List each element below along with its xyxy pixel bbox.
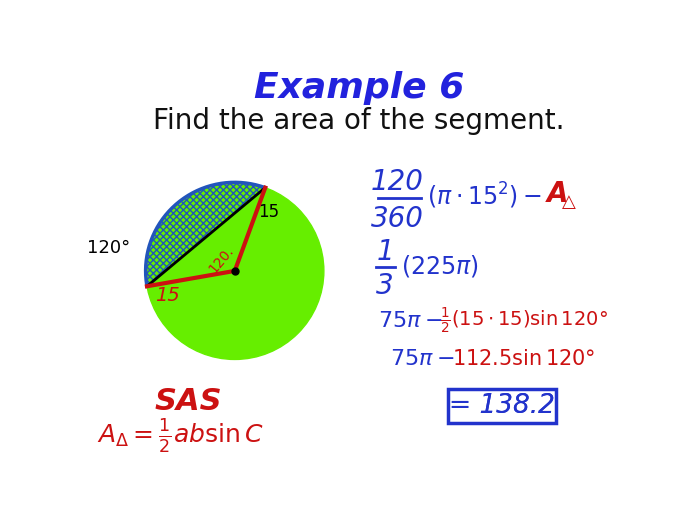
Text: 1: 1	[377, 238, 394, 266]
Text: 120°: 120°	[87, 239, 130, 257]
Text: 15: 15	[258, 203, 279, 221]
Text: 15: 15	[155, 286, 181, 304]
Text: SAS: SAS	[155, 387, 222, 416]
Text: 360: 360	[371, 205, 424, 233]
Text: △: △	[562, 193, 575, 211]
Text: $112.5\sin 120°$: $112.5\sin 120°$	[452, 350, 595, 370]
Polygon shape	[146, 182, 265, 286]
Bar	[448, 388, 556, 423]
Text: Find the area of the segment.: Find the area of the segment.	[153, 107, 564, 135]
Text: $A_\Delta = \frac{1}{2}ab\sin C$: $A_\Delta = \frac{1}{2}ab\sin C$	[97, 417, 264, 455]
Text: = 138.2: = 138.2	[449, 393, 555, 418]
Text: $75\pi -$: $75\pi -$	[378, 311, 442, 331]
Text: Example 6: Example 6	[253, 71, 464, 104]
Text: $\frac{1}{2}(15 \cdot 15)\sin 120°$: $\frac{1}{2}(15 \cdot 15)\sin 120°$	[440, 306, 608, 336]
Text: 120: 120	[371, 169, 424, 196]
Text: $(\pi \cdot 15^2) -$: $(\pi \cdot 15^2) -$	[427, 181, 542, 211]
Polygon shape	[146, 182, 265, 286]
Text: = 138.2: = 138.2	[449, 393, 555, 418]
Circle shape	[146, 182, 324, 360]
Text: 120.: 120.	[206, 243, 236, 276]
Text: $75\pi -$: $75\pi -$	[390, 350, 454, 370]
Text: A: A	[546, 180, 568, 208]
Text: $(225\pi)$: $(225\pi)$	[401, 253, 479, 278]
Text: 3: 3	[377, 272, 394, 300]
